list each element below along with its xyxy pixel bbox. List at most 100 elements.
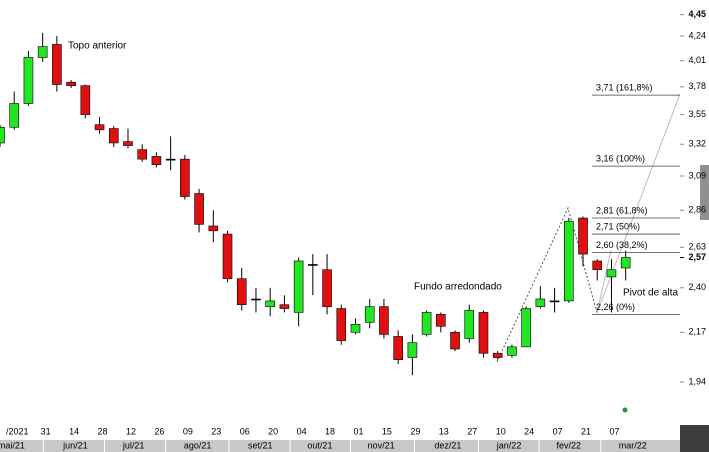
candle-body <box>464 310 475 339</box>
candle-body <box>379 306 389 335</box>
y-tick-label: 2,17 <box>688 327 706 337</box>
x-tick-label: 04 <box>297 426 307 436</box>
candle-body <box>578 217 588 255</box>
candle-body <box>393 336 403 360</box>
scrollbar[interactable] <box>700 165 709 220</box>
x-tick-label: 06 <box>240 426 250 436</box>
candle-body <box>606 269 617 278</box>
candle-body <box>208 225 219 232</box>
fib-label: 2,60 (38,2%) <box>596 240 648 250</box>
y-tick-label: 2,63 <box>688 242 706 252</box>
annotation: Fundo arredondado <box>414 282 502 293</box>
x-tick-label: 07 <box>553 426 563 436</box>
candle-body <box>165 158 176 161</box>
last-price-label: 2,57 <box>688 252 706 262</box>
candle-body <box>364 306 375 323</box>
candle-body <box>52 44 62 85</box>
candle-body <box>251 298 261 301</box>
x-tick-label: 27 <box>467 426 477 436</box>
candle-body <box>37 46 48 58</box>
candle-body <box>0 126 5 144</box>
candle-body <box>492 352 503 358</box>
candle-body <box>137 149 147 160</box>
fib-label: 3,16 (100%) <box>596 153 645 163</box>
x-tick-label: 01 <box>353 426 363 436</box>
annotation: Topo anterior <box>68 41 127 52</box>
candle-body <box>322 269 332 307</box>
y-tick-label: 2,86 <box>688 205 706 215</box>
x-tick-label: 14 <box>69 426 79 436</box>
candle-body <box>308 264 318 266</box>
candle-body <box>620 257 631 269</box>
x-tick-label: 12 <box>126 426 136 436</box>
extension-line <box>596 249 612 314</box>
month-label: jan/22 <box>496 440 522 450</box>
x-tick-label: 18 <box>325 426 335 436</box>
month-label: mar/22 <box>619 440 647 450</box>
x-tick-label: 10 <box>496 426 506 436</box>
x-tick-label: 15 <box>382 426 392 436</box>
fib-label: 2,26 (0%) <box>596 302 635 312</box>
marker-dot <box>622 407 628 413</box>
y-tick-label: 3,55 <box>688 109 706 119</box>
month-label: jul/21 <box>122 440 145 450</box>
candle-body <box>23 57 34 104</box>
candle-body <box>151 156 162 166</box>
candle-body <box>563 220 574 302</box>
x-tick-label: /2021 <box>6 426 29 436</box>
candle-body <box>535 298 546 307</box>
y-tick-label: 4,01 <box>688 55 706 65</box>
candle-body <box>549 300 560 303</box>
month-label: dez/21 <box>434 440 461 450</box>
candle-body <box>108 128 119 144</box>
x-tick-label: 23 <box>211 426 221 436</box>
candle-body <box>279 304 290 309</box>
candle-body <box>9 103 20 128</box>
month-strip <box>0 440 680 452</box>
y-tick-label: 4,45 <box>688 9 706 19</box>
y-tick-label: 3,09 <box>688 170 706 180</box>
y-tick-label: 1,94 <box>688 376 706 386</box>
candle-body <box>80 85 91 115</box>
candle-body <box>336 308 347 341</box>
x-tick-label: 09 <box>183 426 193 436</box>
x-tick-label: 13 <box>439 426 449 436</box>
corner <box>680 425 709 452</box>
month-label: nov/21 <box>368 440 395 450</box>
fib-label: 2,71 (50%) <box>596 221 640 231</box>
x-tick-label: 28 <box>98 426 108 436</box>
x-tick-label: 21 <box>581 426 591 436</box>
candle-body <box>265 300 275 307</box>
candle-body <box>507 346 517 356</box>
candle-body <box>521 308 531 348</box>
month-label: fev/22 <box>557 440 582 450</box>
candle-body <box>66 81 76 86</box>
x-tick-label: 26 <box>154 426 164 436</box>
candle-body <box>436 314 446 327</box>
candle-body <box>592 260 603 271</box>
candle-body <box>478 312 489 354</box>
x-tick-label: 29 <box>410 426 420 436</box>
candle-body <box>350 323 361 333</box>
x-tick-label: 20 <box>268 426 278 436</box>
candle-body <box>450 332 460 350</box>
x-tick-label: 31 <box>41 426 51 436</box>
candle-body <box>236 278 247 306</box>
y-tick-label: 3,32 <box>688 139 706 149</box>
x-tick-label: 07 <box>609 426 619 436</box>
y-tick-label: 4,24 <box>688 30 706 40</box>
month-label: mai/21 <box>0 440 25 450</box>
candle-body <box>293 260 304 313</box>
candle-body <box>194 193 204 225</box>
fib-label: 3,71 (161,8%) <box>596 82 653 92</box>
candle-body <box>180 158 190 197</box>
y-tick-label: 3,78 <box>688 81 706 91</box>
month-label: out/21 <box>307 440 332 450</box>
candle-body <box>222 233 233 279</box>
x-tick-label: 24 <box>524 426 534 436</box>
y-tick-label: 2,40 <box>688 282 706 292</box>
month-label: set/21 <box>248 440 273 450</box>
candle-body <box>123 141 133 146</box>
